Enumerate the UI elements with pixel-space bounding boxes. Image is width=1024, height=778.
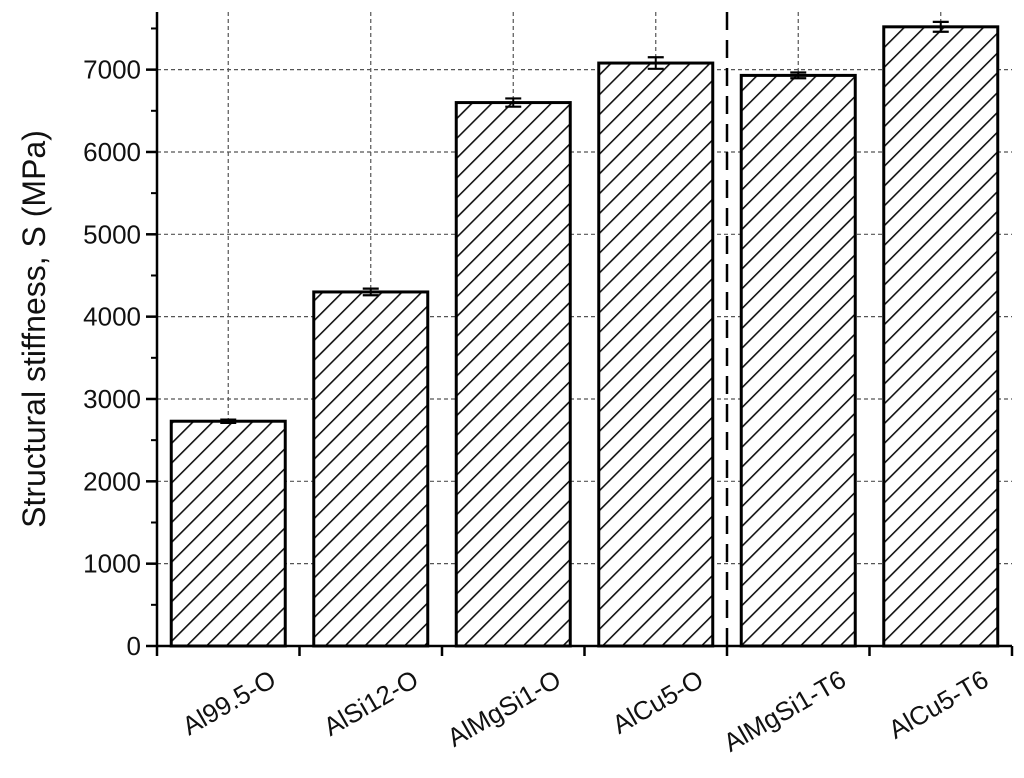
y-tick-label: 1000: [83, 549, 141, 579]
bar: [169, 419, 287, 648]
x-tick-label: AlCu5-T6: [883, 664, 993, 745]
y-tick-label: 7000: [83, 55, 141, 85]
error-bars: [220, 20, 949, 424]
y-tick-label: 4000: [83, 302, 141, 332]
x-tick-label: AlMgSi1-T6: [718, 664, 851, 758]
bar: [597, 61, 715, 648]
y-tick-label: 3000: [83, 384, 141, 414]
x-tick-label: AlMgSi1-O: [442, 664, 566, 753]
y-axis-title: Structural stiffness, S (MPa): [16, 130, 52, 528]
x-tick-label: AlCu5-O: [607, 664, 708, 740]
bar: [312, 290, 430, 648]
y-tick-label: 5000: [83, 219, 141, 249]
bar: [454, 101, 572, 648]
bars: [169, 25, 1000, 648]
y-tick-label: 2000: [83, 466, 141, 496]
bar: [882, 25, 1000, 648]
x-tick-label: AlSi12-O: [318, 664, 423, 742]
axes: [146, 12, 1014, 656]
y-tick-label: 6000: [83, 137, 141, 167]
y-tick-label: 0: [127, 631, 141, 661]
x-tick-label: Al99.5-O: [177, 664, 281, 741]
bar: [739, 73, 857, 648]
